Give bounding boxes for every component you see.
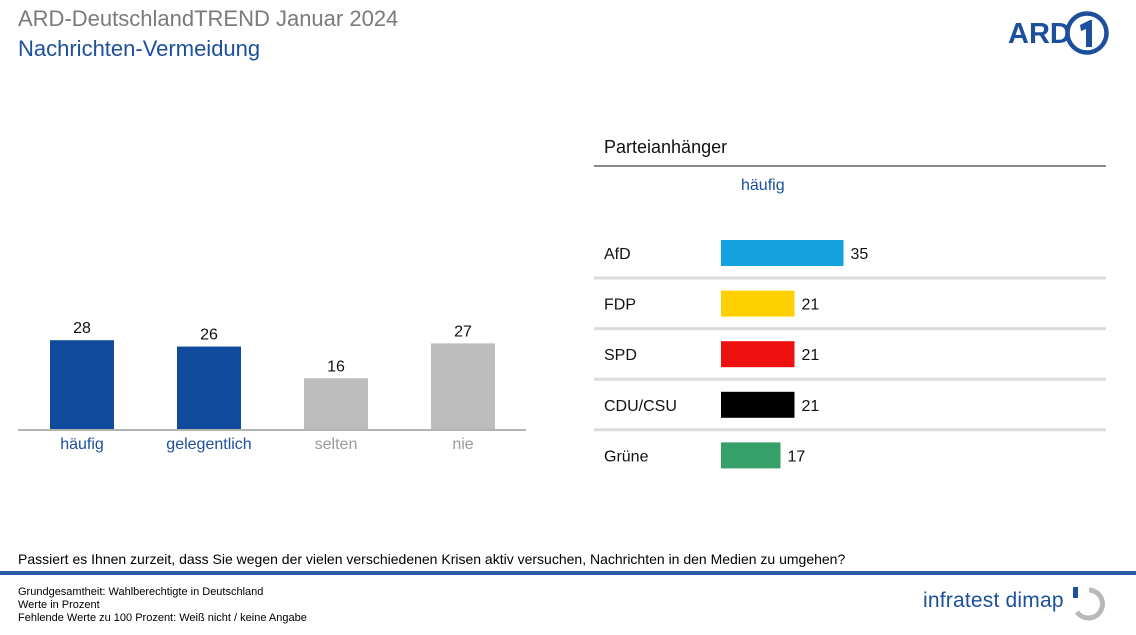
footer-note-base: Grundgesamtheit: Wahlberechtigte in Deut… [18,586,264,598]
party-value-label-2: 21 [802,347,820,364]
footer-note-missing: Fehlende Werte zu 100 Prozent: Weiß nich… [18,612,307,624]
bar-value-label-2: 16 [327,358,345,375]
category-label-1: gelegentlich [166,436,251,453]
bar-1 [177,346,241,429]
ard-one-ring-icon [1065,11,1109,55]
party-bar-2 [721,341,795,368]
footer-note-units: Werte in Prozent [18,599,100,611]
party-value-label-3: 21 [802,398,820,415]
bar-0 [50,340,114,429]
party-label-1: FDP [604,297,636,314]
bar-value-label-3: 27 [454,323,472,340]
party-bar-1 [721,290,795,317]
infratest-dimap-logo-icon [1073,587,1105,621]
right-chart-column-label: häufig [741,177,785,194]
party-bar-3 [721,391,795,418]
page-title: ARD-DeutschlandTREND Januar 2024 [18,6,399,31]
party-label-2: SPD [604,347,637,364]
ard-logo-text: ARD [1008,18,1071,50]
right-chart-title: Parteianhänger [604,137,728,157]
party-label-3: CDU/CSU [604,398,677,415]
page-subtitle: Nachrichten-Vermeidung [18,36,261,61]
ard-logo: ARD [1008,11,1109,55]
overall-chart: 28 häufig 26 gelegentlich 16 selten 27 nie [18,320,526,453]
bar-value-label-1: 26 [200,327,218,344]
ard-one-digit-icon [1080,20,1092,47]
bar-2 [304,378,368,429]
category-label-3: nie [452,436,473,453]
party-bar-4 [721,442,781,469]
bar-value-label-0: 28 [73,320,91,337]
party-bar-0 [721,240,844,266]
party-value-label-1: 21 [802,297,820,314]
bar-3 [431,343,495,429]
party-value-label-0: 35 [851,246,869,263]
party-value-label-4: 17 [788,448,806,465]
party-label-0: AfD [604,246,631,263]
category-label-0: häufig [60,436,104,453]
right-chart-header-rule [594,165,1106,167]
party-chart: AfD 35 FDP 21 SPD 21 CDU/CSU 21 Grüne 17 [594,240,1106,469]
survey-question: Passiert es Ihnen zurzeit, dass Sie wege… [18,551,846,567]
footer-rule [0,571,1136,575]
party-label-4: Grüne [604,448,649,465]
category-label-2: selten [315,436,358,453]
brand-name: infratest dimap [923,589,1064,612]
